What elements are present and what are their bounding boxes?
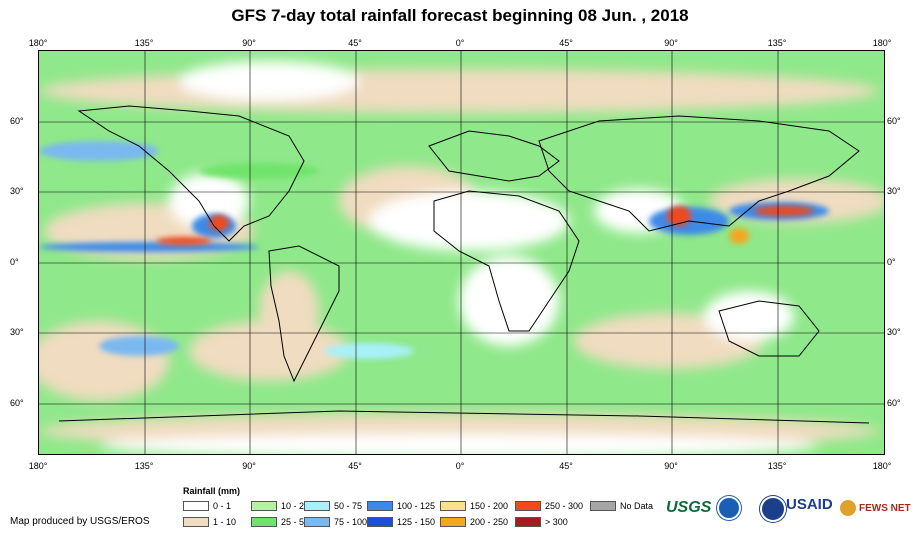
legend-swatch	[304, 517, 330, 527]
legend-label: 50 - 75	[334, 501, 363, 511]
map-title: GFS 7-day total rainfall forecast beginn…	[231, 6, 689, 25]
lon-tick-top: 180°	[872, 38, 892, 48]
heavy-rain	[156, 206, 814, 245]
usgs-logo-text: USGS	[666, 499, 712, 516]
legend-item: 1 - 10	[183, 517, 236, 527]
lon-tick-top: 90°	[242, 38, 256, 48]
lon-tick-top: 45°	[348, 38, 362, 48]
legend-item: 100 - 125	[367, 501, 435, 511]
legend-swatch	[251, 517, 277, 527]
legend-label: 100 - 125	[397, 501, 436, 511]
legend-label: 200 - 250	[470, 517, 509, 527]
lon-tick-bottom: 0°	[455, 461, 465, 471]
lon-tick-top: 0°	[455, 38, 465, 48]
wet-regions	[39, 141, 829, 359]
legend-swatch	[183, 501, 209, 511]
legend-swatch	[251, 501, 277, 511]
legend-title: Rainfall (mm)	[183, 486, 241, 496]
legend-item: 150 - 200	[440, 501, 508, 511]
legend-label: > 300	[545, 517, 568, 527]
legend-swatch	[304, 501, 330, 511]
lat-tick-right: 30°	[887, 186, 901, 196]
lat-tick-left: 0°	[10, 257, 19, 267]
legend-swatch	[515, 501, 541, 511]
legend-item: 50 - 75	[304, 501, 362, 511]
legend-label: 0 - 1	[213, 501, 232, 511]
lat-tick-left: 60°	[10, 116, 24, 126]
legend-swatch	[367, 517, 393, 527]
noaa-logo-icon	[717, 496, 742, 520]
legend-item: 200 - 250	[440, 517, 508, 527]
legend-item: 125 - 150	[367, 517, 435, 527]
legend-item: 25 - 50	[251, 517, 309, 527]
legend-label: No Data	[620, 501, 654, 511]
lat-tick-left: 30°	[10, 327, 24, 337]
lat-tick-right: 60°	[887, 398, 901, 408]
lon-tick-top: 135°	[767, 38, 787, 48]
legend-swatch	[515, 517, 541, 527]
lon-tick-top: 90°	[664, 38, 678, 48]
legend-label: 10 - 25	[281, 501, 310, 511]
usaid-seal-icon	[760, 496, 786, 522]
legend-item: 0 - 1	[183, 501, 231, 511]
lon-tick-bottom: 135°	[767, 461, 787, 471]
legend-swatch	[590, 501, 616, 511]
lat-tick-right: 0°	[887, 257, 896, 267]
legend-item: 10 - 25	[251, 501, 309, 511]
lat-tick-left: 30°	[10, 186, 24, 196]
lon-tick-bottom: 180°	[872, 461, 892, 471]
credit-text: Map produced by USGS/EROS	[10, 516, 150, 527]
legend-label: 1 - 10	[213, 517, 237, 527]
lon-tick-bottom: 90°	[664, 461, 678, 471]
legend-item: 75 - 100	[304, 517, 367, 527]
rainfall-map-canvas	[39, 51, 884, 454]
graticule	[39, 51, 884, 454]
fews-net-logo: FEWS NET	[840, 500, 911, 516]
legend-item: > 300	[515, 517, 568, 527]
legend-item: 250 - 300	[515, 501, 583, 511]
lon-tick-bottom: 45°	[348, 461, 362, 471]
lat-tick-right: 60°	[887, 116, 901, 126]
lon-tick-bottom: 180°	[28, 461, 48, 471]
lon-tick-top: 180°	[28, 38, 48, 48]
rainfall-map	[38, 50, 885, 455]
legend-item: No Data	[590, 501, 653, 511]
coastlines	[58, 105, 870, 424]
usaid-logo-text: USAID	[786, 496, 833, 513]
legend-label: 125 - 150	[397, 517, 436, 527]
usgs-logo: USGS	[666, 496, 742, 520]
lat-tick-left: 60°	[10, 398, 24, 408]
lon-tick-top: 135°	[134, 38, 154, 48]
lon-tick-top: 45°	[559, 38, 573, 48]
lon-tick-bottom: 45°	[559, 461, 573, 471]
legend-swatch	[440, 501, 466, 511]
lon-tick-bottom: 90°	[242, 461, 256, 471]
legend-label: 75 - 100	[334, 517, 368, 527]
lat-tick-right: 30°	[887, 327, 901, 337]
fews-net-globe-icon	[840, 500, 856, 516]
lon-tick-bottom: 135°	[134, 461, 154, 471]
legend-swatch	[440, 517, 466, 527]
legend-label: 150 - 200	[470, 501, 509, 511]
legend-swatch	[367, 501, 393, 511]
legend-label: 25 - 50	[281, 517, 310, 527]
legend-label: 250 - 300	[545, 501, 584, 511]
fews-net-logo-text: FEWS NET	[859, 502, 911, 514]
usaid-logo: USAID	[786, 496, 833, 513]
legend-swatch	[183, 517, 209, 527]
